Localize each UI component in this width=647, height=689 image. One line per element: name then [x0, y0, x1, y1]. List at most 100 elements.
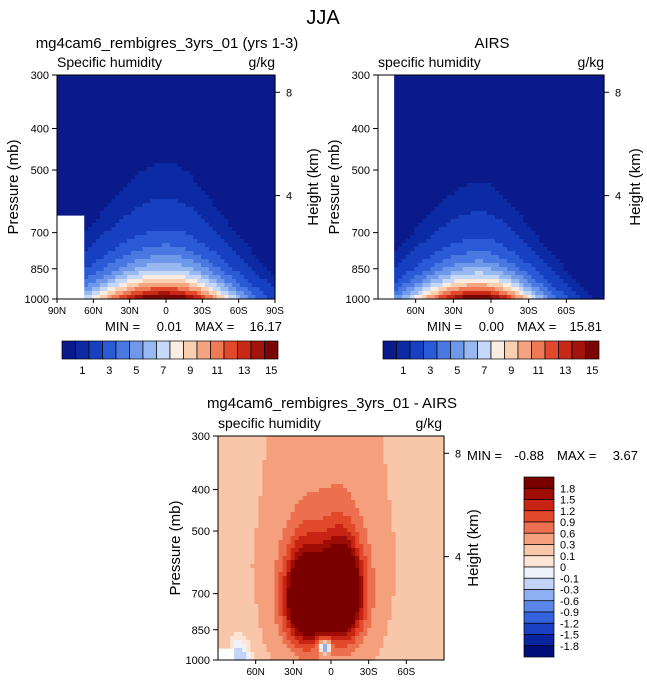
field-cell [507, 75, 512, 80]
field-cell [252, 135, 256, 140]
field-cell [263, 155, 267, 160]
field-cell [182, 255, 186, 260]
field-cell [435, 175, 440, 180]
field-cell [556, 119, 561, 124]
field-cell [447, 119, 452, 124]
field-cell [515, 167, 520, 172]
field-cell [123, 283, 127, 288]
field-cell [435, 95, 440, 100]
field-cell [193, 251, 197, 256]
field-cell [217, 175, 221, 180]
field-cell [596, 119, 601, 124]
field-cell [185, 267, 189, 272]
field-cell [418, 171, 423, 176]
field-cell [560, 155, 565, 160]
field-cell [539, 151, 544, 156]
field-cell [123, 151, 127, 156]
field-cell [217, 111, 221, 116]
field-cell [487, 175, 492, 180]
field-cell [100, 271, 104, 276]
field-cell [507, 187, 512, 192]
field-cell [73, 183, 77, 188]
field-cell [112, 191, 116, 196]
field-cell [100, 111, 104, 116]
field-cell [84, 107, 88, 112]
field-cell [104, 247, 108, 252]
field-cell [479, 163, 484, 168]
field-cell [119, 99, 123, 104]
field-cell [483, 175, 488, 180]
field-cell [402, 147, 407, 152]
field-cell [443, 183, 448, 188]
field-cell [80, 99, 84, 104]
field-cell [92, 167, 96, 172]
field-cell [127, 207, 131, 212]
field-cell [560, 99, 565, 104]
field-cell [426, 223, 431, 228]
field-cell [256, 159, 260, 164]
field-cell [519, 183, 524, 188]
field-cell [92, 131, 96, 136]
field-cell [495, 187, 500, 192]
field-cell [112, 143, 116, 148]
field-cell [418, 203, 423, 208]
field-cell [244, 279, 248, 284]
field-cell [263, 227, 267, 232]
field-cell [398, 203, 403, 208]
field-cell [572, 195, 577, 200]
field-cell [174, 239, 178, 244]
field-cell [406, 183, 411, 188]
field-cell [158, 283, 162, 288]
field-cell [174, 179, 178, 184]
field-cell [588, 127, 593, 132]
field-cell [185, 175, 189, 180]
field-cell [209, 167, 213, 172]
field-cell [426, 191, 431, 196]
field-cell [539, 131, 544, 136]
field-cell [162, 223, 166, 228]
field-cell [252, 195, 256, 200]
field-cell [197, 279, 201, 284]
field-cell [406, 151, 411, 156]
field-cell [447, 215, 452, 220]
field-cell [92, 159, 96, 164]
field-cell [394, 111, 399, 116]
field-cell [108, 219, 112, 224]
field-cell [539, 139, 544, 144]
field-cell [143, 199, 147, 204]
field-cell [443, 79, 448, 84]
field-cell [584, 215, 589, 220]
field-cell [495, 99, 500, 104]
field-cell [507, 171, 512, 176]
field-cell [507, 183, 512, 188]
field-cell [213, 107, 217, 112]
right-tick-label: 8 [286, 87, 292, 99]
field-cell [189, 95, 193, 100]
field-cell [104, 263, 108, 268]
field-cell [197, 155, 201, 160]
field-cell [244, 235, 248, 240]
field-cell [131, 87, 135, 92]
field-cell [119, 139, 123, 144]
field-cell [523, 183, 528, 188]
field-cell [252, 167, 256, 172]
field-cell [182, 75, 186, 80]
field-cell [252, 151, 256, 156]
field-cell [209, 75, 213, 80]
field-cell [193, 191, 197, 196]
field-cell [112, 207, 116, 212]
field-cell [182, 199, 186, 204]
field-cell [92, 211, 96, 216]
field-cell [170, 263, 174, 268]
field-cell [439, 139, 444, 144]
field-cell [483, 99, 488, 104]
field-cell [240, 87, 244, 92]
field-cell [572, 75, 577, 80]
field-cell [584, 139, 589, 144]
field-cell [69, 167, 73, 172]
field-cell [240, 159, 244, 164]
field-cell [414, 103, 419, 108]
field-cell [193, 279, 197, 284]
field-cell [69, 163, 73, 168]
field-cell [240, 267, 244, 272]
